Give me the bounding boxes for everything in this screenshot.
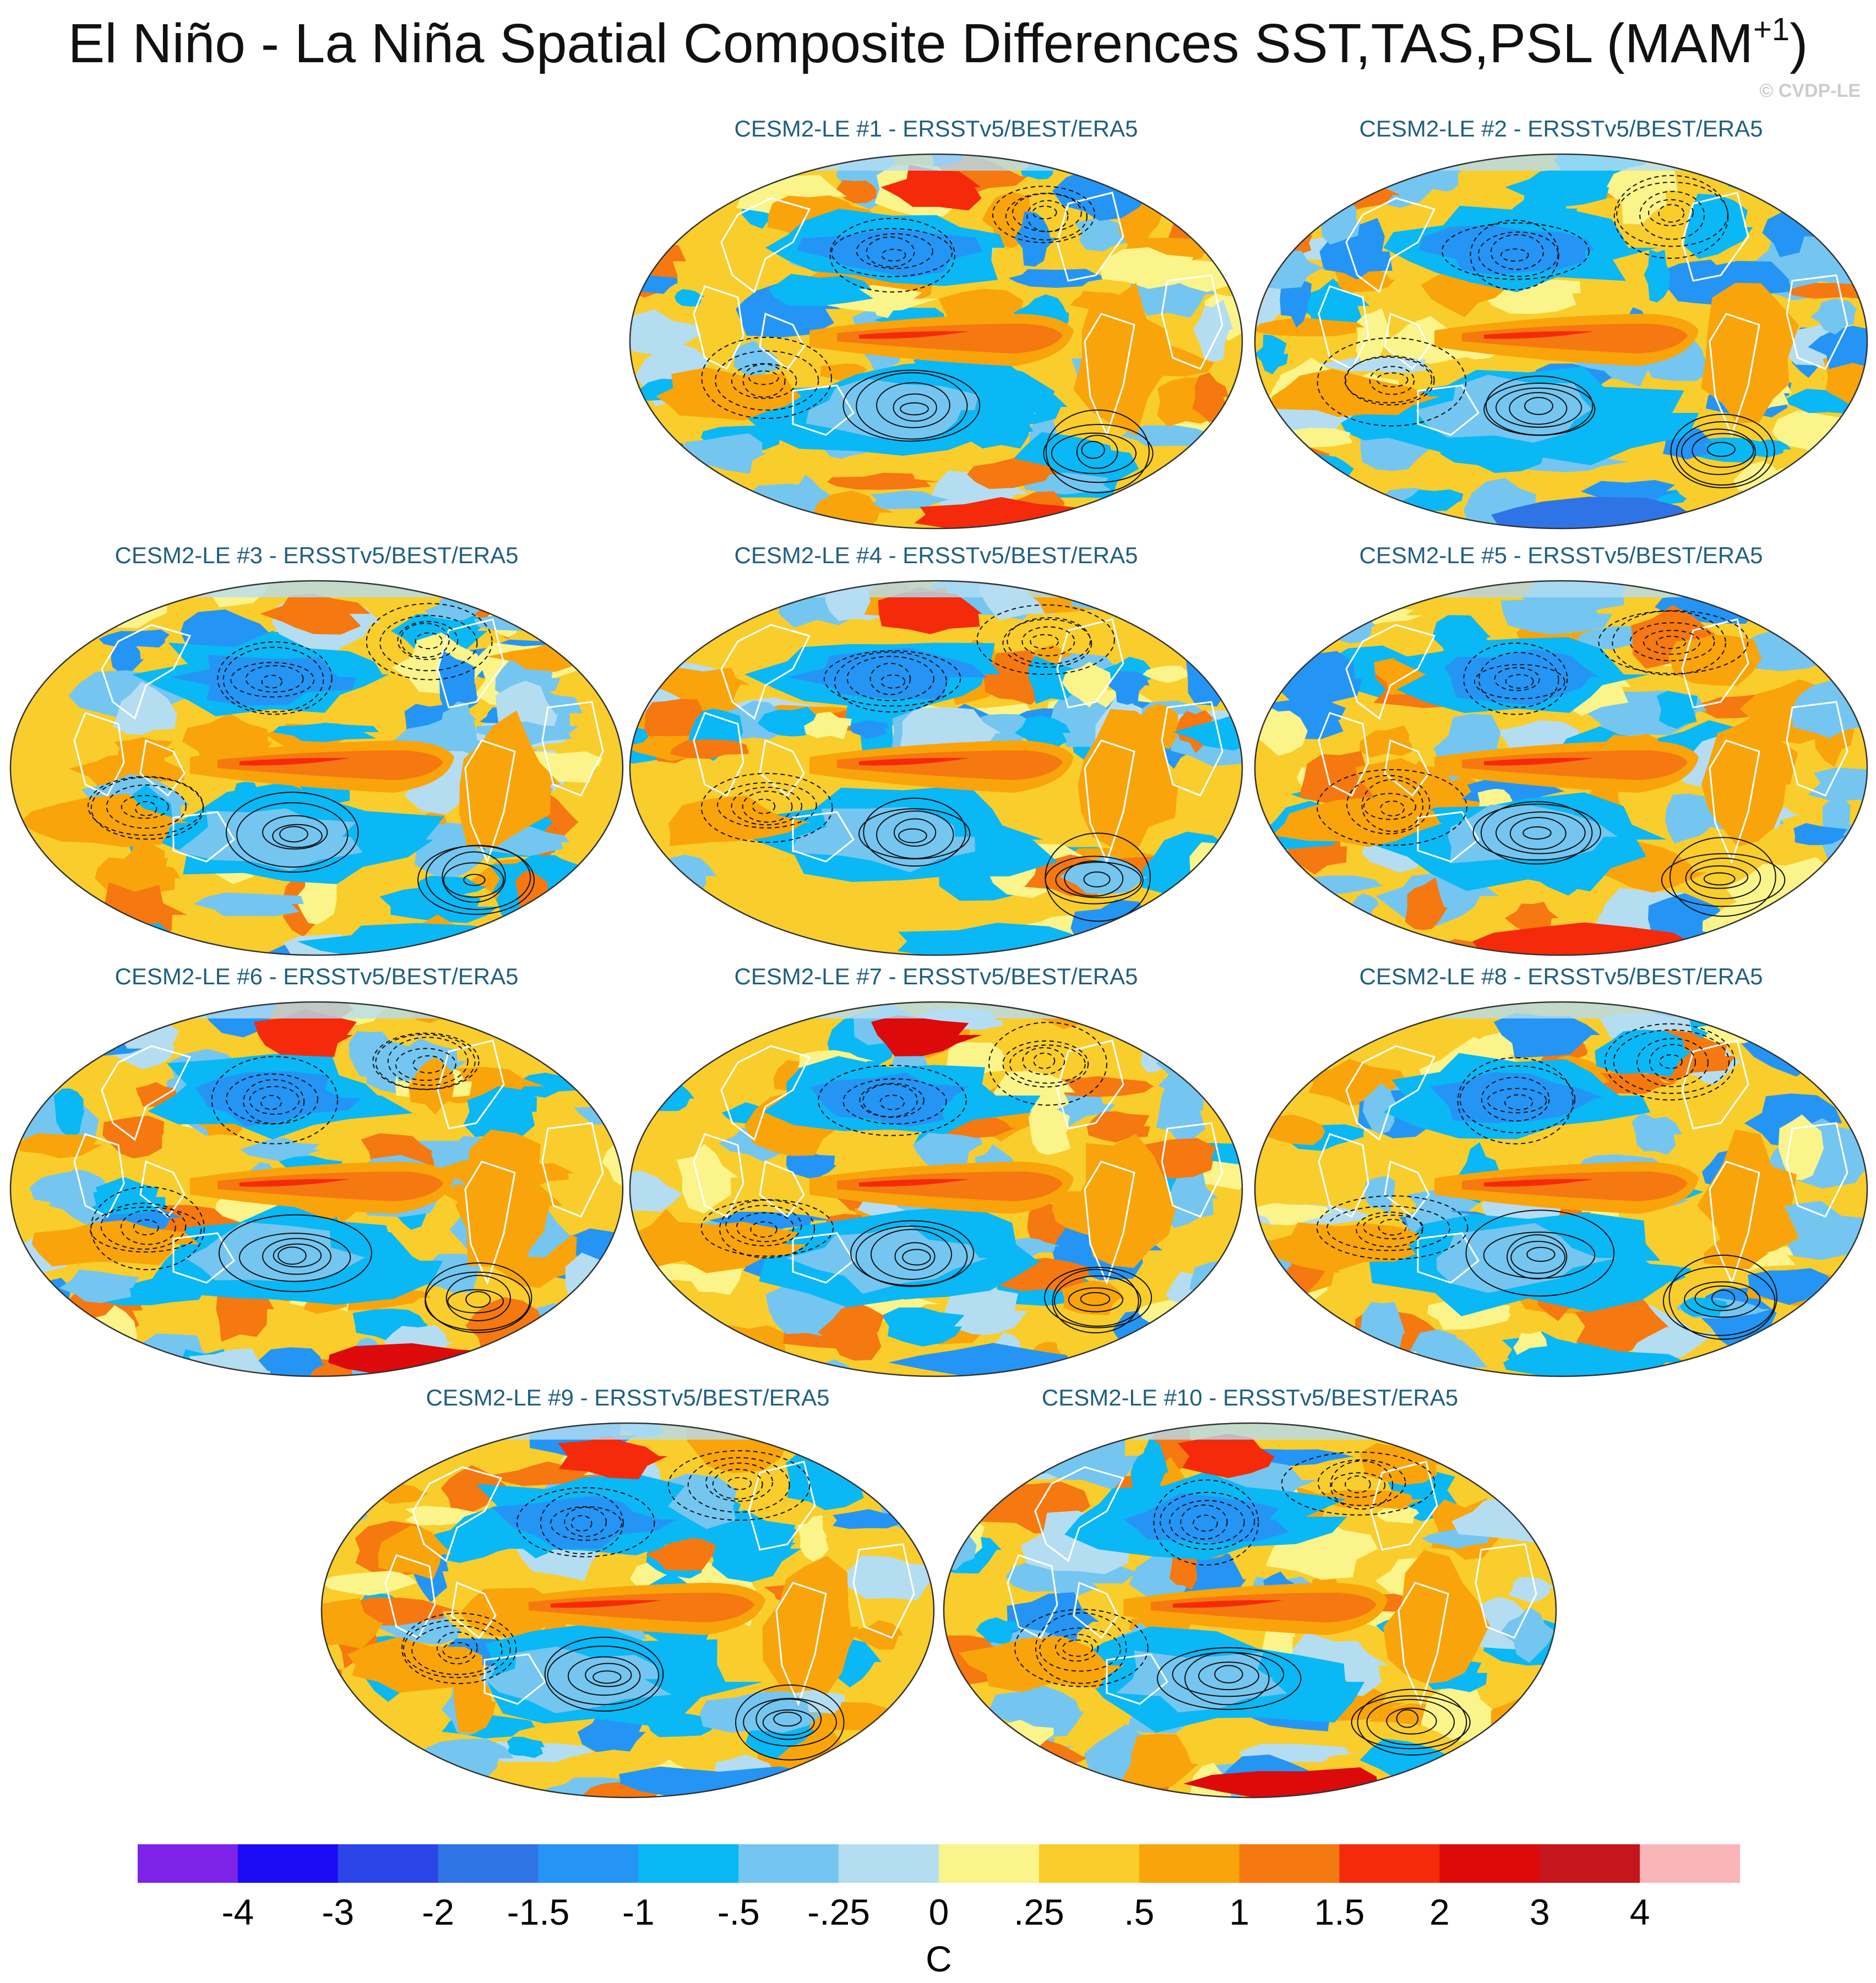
map-panel: CESM2-LE #7 - ERSSTv5/BEST/ERA5 xyxy=(628,963,1244,1382)
colorbar-units: C xyxy=(926,1938,952,1979)
panel-title: CESM2-LE #4 - ERSSTv5/BEST/ERA5 xyxy=(734,542,1138,568)
colorbar-swatch xyxy=(1540,1844,1640,1883)
colorbar-tick-label: 1 xyxy=(1229,1892,1249,1932)
panel-title: CESM2-LE #10 - ERSSTv5/BEST/ERA5 xyxy=(1041,1385,1459,1410)
map-globe xyxy=(629,153,1243,530)
colorbar-swatch xyxy=(939,1844,1040,1883)
colorbar-tick-label: 0 xyxy=(928,1892,949,1932)
copyright-text: © CVDP-LE xyxy=(1759,80,1861,101)
map-panel: CESM2-LE #2 - ERSSTv5/BEST/ERA5 xyxy=(1253,116,1869,534)
map-panel: CESM2-LE #8 - ERSSTv5/BEST/ERA5 xyxy=(1253,963,1869,1382)
colorbar-tick-label: -4 xyxy=(221,1892,254,1932)
colorbar-tick-label: -2 xyxy=(422,1892,454,1932)
map-globe xyxy=(1254,580,1868,956)
colorbar-tick-label: .5 xyxy=(1124,1892,1155,1932)
map-globe xyxy=(320,1422,935,1799)
colorbar-swatch xyxy=(1038,1844,1140,1883)
colorbar-swatch xyxy=(1439,1844,1540,1883)
colorbar-swatches xyxy=(138,1844,1740,1883)
colorbar-tick-label: -3 xyxy=(322,1892,355,1932)
colorbar-swatch xyxy=(638,1844,739,1883)
colorbar-tick-label: -1.5 xyxy=(507,1892,570,1932)
colorbar-swatch xyxy=(138,1844,238,1883)
map-panel: CESM2-LE #5 - ERSSTv5/BEST/ERA5 xyxy=(1253,542,1869,961)
panel-title: CESM2-LE #9 - ERSSTv5/BEST/ERA5 xyxy=(426,1385,830,1410)
map-globe xyxy=(629,580,1243,956)
colorbar-swatch xyxy=(1640,1844,1740,1883)
panel-title: CESM2-LE #2 - ERSSTv5/BEST/ERA5 xyxy=(1359,116,1763,141)
colorbar-swatch xyxy=(839,1844,939,1883)
colorbar-tick-label: 1.5 xyxy=(1314,1892,1365,1932)
panel-title: CESM2-LE #8 - ERSSTv5/BEST/ERA5 xyxy=(1359,963,1763,989)
colorbar-tick-label: -1 xyxy=(622,1892,655,1932)
map-globe xyxy=(1254,1001,1868,1377)
colorbar-tick-label: -.5 xyxy=(717,1892,760,1932)
colorbar-swatch xyxy=(738,1844,839,1883)
colorbar-tick-label: 2 xyxy=(1429,1892,1450,1932)
colorbar-swatch xyxy=(538,1844,639,1883)
colorbar-tick-label: 3 xyxy=(1529,1892,1550,1932)
map-panel: CESM2-LE #6 - ERSSTv5/BEST/ERA5 xyxy=(8,963,625,1382)
colorbar-tick-label: -.25 xyxy=(807,1892,870,1932)
panel-title: CESM2-LE #5 - ERSSTv5/BEST/ERA5 xyxy=(1359,542,1763,568)
panel-title: CESM2-LE #3 - ERSSTv5/BEST/ERA5 xyxy=(115,542,519,568)
map-globe xyxy=(943,1422,1557,1799)
colorbar: -4 -3 -2 -1.5 -1 -.5 -.25 0 .25 .5 1 1.5 2 3 4 C xyxy=(138,1844,1740,1983)
panel-title: CESM2-LE #7 - ERSSTv5/BEST/ERA5 xyxy=(734,963,1138,989)
map-globe xyxy=(9,1001,624,1377)
panel-title: CESM2-LE #6 - ERSSTv5/BEST/ERA5 xyxy=(115,963,519,989)
map-panel: CESM2-LE #3 - ERSSTv5/BEST/ERA5 xyxy=(8,542,625,961)
colorbar-tick-label: .25 xyxy=(1014,1892,1064,1932)
map-panel: CESM2-LE #10 - ERSSTv5/BEST/ERA5 xyxy=(942,1385,1558,1803)
colorbar-swatch xyxy=(1239,1844,1340,1883)
colorbar-swatch xyxy=(237,1844,339,1883)
map-globe xyxy=(1254,153,1868,530)
colorbar-swatch xyxy=(1339,1844,1440,1883)
map-panel: CESM2-LE #4 - ERSSTv5/BEST/ERA5 xyxy=(628,542,1244,961)
colorbar-tick-label: 4 xyxy=(1629,1892,1650,1932)
panel-title: CESM2-LE #1 - ERSSTv5/BEST/ERA5 xyxy=(734,116,1138,141)
map-globe xyxy=(629,1001,1243,1377)
map-globe xyxy=(9,580,624,956)
colorbar-swatch xyxy=(338,1844,439,1883)
map-panel: CESM2-LE #9 - ERSSTv5/BEST/ERA5 xyxy=(319,1385,936,1803)
map-panel: CESM2-LE #1 - ERSSTv5/BEST/ERA5 xyxy=(628,116,1244,534)
colorbar-swatch xyxy=(438,1844,539,1883)
colorbar-swatch xyxy=(1139,1844,1240,1883)
figure-title: El Niño - La Niña Spatial Composite Diff… xyxy=(68,11,1808,74)
